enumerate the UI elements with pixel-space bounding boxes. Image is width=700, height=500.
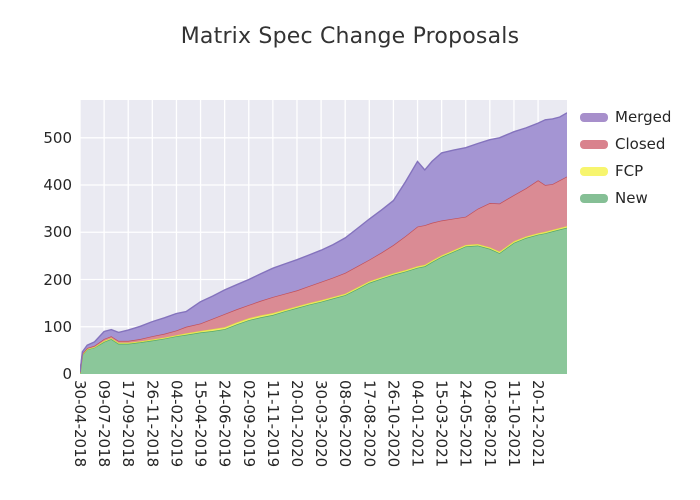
legend-swatch-merged [580, 112, 608, 122]
x-tick-label: 15-04-2019 [191, 380, 210, 468]
area-new [80, 227, 567, 374]
y-tick-label: 200 [43, 270, 72, 289]
x-tick-label: 11-10-2021 [504, 380, 523, 468]
x-tick-label: 04-02-2019 [167, 380, 186, 468]
chart-legend: Merged Closed FCP New [580, 108, 671, 207]
x-tick-label: 17-09-2018 [119, 380, 138, 468]
legend-label: FCP [615, 162, 644, 180]
legend-item-new: New [580, 189, 671, 207]
plot-area [80, 100, 567, 374]
stacked-area-chart [80, 100, 567, 374]
edge-merged [80, 112, 567, 373]
x-tick-label: 30-04-2018 [71, 380, 89, 468]
x-tick-label: 04-01-2021 [408, 380, 427, 468]
chart-title: Matrix Spec Change Proposals [180, 24, 520, 49]
x-tick-label: 02-09-2019 [239, 380, 258, 468]
legend-item-closed: Closed [580, 135, 671, 153]
x-tick-label: 02-08-2021 [480, 380, 499, 468]
area-closed [80, 176, 567, 374]
x-tick-label: 24-06-2019 [215, 380, 234, 468]
x-tick-label: 26-10-2020 [384, 380, 403, 468]
legend-label: Merged [615, 108, 672, 126]
x-tick-label: 26-11-2018 [143, 380, 162, 468]
x-tick-label: 17-08-2020 [360, 380, 379, 468]
legend-label: Closed [615, 135, 666, 153]
x-tick-label: 09-07-2018 [95, 380, 114, 468]
y-tick-label: 300 [43, 223, 72, 242]
legend-swatch-fcp [580, 166, 608, 176]
x-tick-label: 30-03-2020 [312, 380, 331, 468]
x-tick-label: 20-01-2020 [287, 380, 306, 468]
y-tick-label: 100 [43, 317, 72, 336]
y-tick-label: 400 [43, 176, 72, 195]
y-tick-label: 500 [43, 128, 72, 147]
y-tick-label: 0 [62, 365, 72, 383]
legend-item-merged: Merged [580, 108, 671, 126]
x-tick-label: 11-11-2019 [263, 380, 282, 468]
legend-swatch-closed [580, 139, 608, 149]
x-tick-label: 24-05-2021 [456, 380, 475, 468]
legend-item-fcp: FCP [580, 162, 671, 180]
x-tick-label: 08-06-2020 [336, 380, 355, 468]
x-tick-label: 20-12-2021 [529, 380, 548, 468]
legend-label: New [615, 189, 648, 207]
area-merged [80, 112, 567, 373]
area-fcp [80, 226, 567, 374]
legend-swatch-new [580, 193, 608, 203]
x-tick-label: 15-03-2021 [432, 380, 451, 468]
